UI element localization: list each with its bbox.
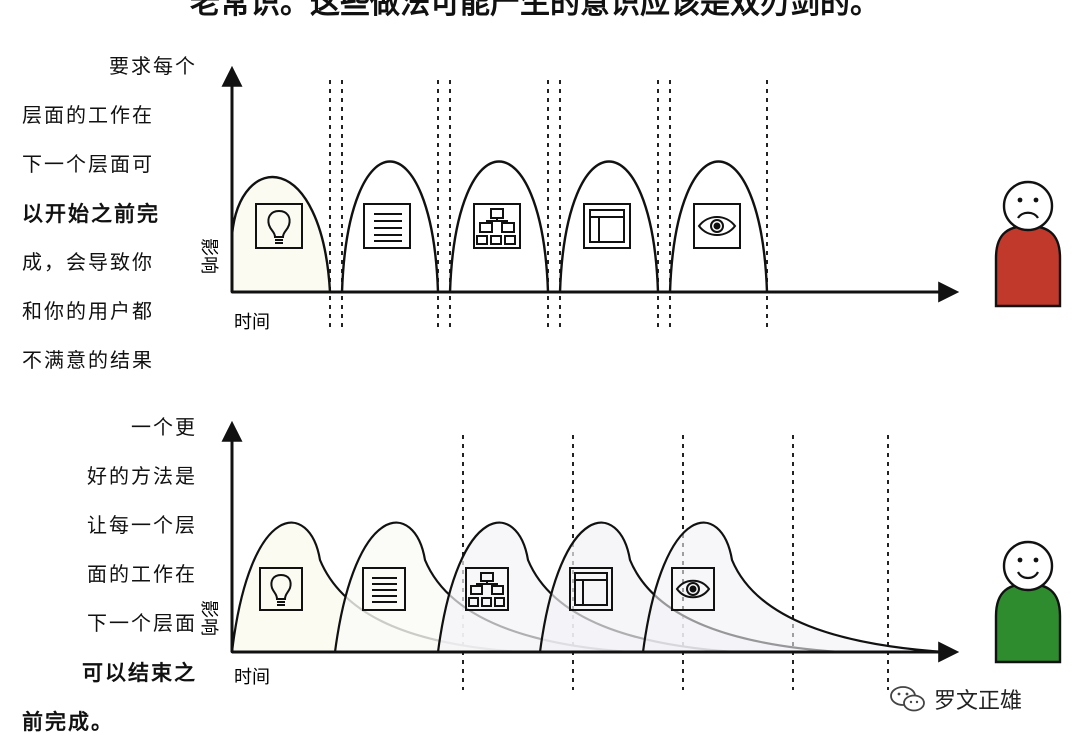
happy-user-body [994,582,1062,664]
top-panel: 影响 时间 [198,65,1062,333]
top-caption: 老常识。这些做法可能产生的意识应该是双刃剑的。 [190,0,880,18]
bottom-icons [259,567,715,611]
top-curve-1 [230,175,332,294]
list-icon [363,203,411,249]
top-y-axis-label: 影响 [198,238,219,274]
lightbulb-icon [259,567,303,611]
watermark-text: 罗文正雄 [934,689,1023,714]
bottom-x-axis-label: 时间 [234,667,270,688]
description-line: 层面的工作在 [22,103,154,127]
description-line: 一个更 [131,415,197,439]
list-icon [362,567,406,611]
bottom-axes [221,420,960,663]
sitemap-icon [473,203,521,249]
description-line: 成，会导致你 [22,250,154,274]
happy-user [994,540,1062,664]
description-line: 下一个层面 [87,611,197,635]
lightbulb-icon [255,203,303,249]
top-x-axis-label: 时间 [234,312,270,333]
smile [1017,571,1039,580]
description-line: 前完成。 [22,709,114,734]
layout-icon [569,567,613,611]
top-curve-4 [558,160,660,294]
sitemap-icon [465,567,509,611]
eye-icon [671,567,715,611]
watermark: 罗文正雄 [888,682,1022,716]
top-axes [221,65,960,303]
bottom-description: 一个更好的方法是让每一个层面的工作在下一个层面可以结束之前完成。 [22,403,197,746]
layout-icon [583,203,631,249]
description-line: 让每一个层 [87,513,197,537]
top-curves [230,160,769,294]
unhappy-user [994,180,1062,308]
frown [1017,211,1039,219]
description-line: 和你的用户都 [22,299,154,323]
bottom-panel: 影响 时间 [198,420,1062,690]
description-line: 以开始之前完 [22,201,160,226]
description-line: 可以结束之 [82,660,197,685]
bottom-y-axis-label: 影响 [198,600,219,636]
top-description: 要求每个层面的工作在 下一个层面可 以开始之前完 成，会导致你 和你的用户都 不满意的结果 [22,42,197,385]
description-line: 下一个层面可 [22,152,154,176]
happy-user-head [1002,540,1054,592]
description-line: 不满意的结果 [22,348,154,372]
bottom-curves [230,521,946,654]
description-line: 好的方法是 [87,464,197,488]
description-line: 要求每个 [109,54,197,78]
unhappy-user-head [1002,180,1054,232]
bottom-curve-5 [641,521,946,654]
eye-icon [693,203,741,249]
top-icons [255,203,741,249]
wechat-icon [890,686,925,712]
description-line: 面的工作在 [87,562,197,586]
unhappy-user-body [994,224,1062,308]
top-curve-2 [340,160,440,294]
top-curve-3 [448,160,550,294]
